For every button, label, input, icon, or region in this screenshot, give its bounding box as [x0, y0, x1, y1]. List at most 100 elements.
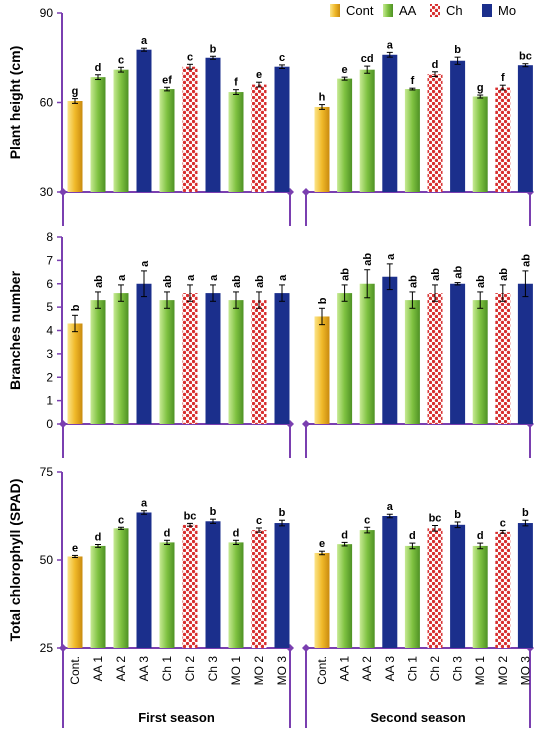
category-label: AA 2	[360, 656, 374, 682]
significance-letter: bc	[429, 513, 442, 525]
significance-letter: e	[342, 64, 348, 76]
significance-letter: c	[256, 515, 262, 527]
legend-label-ch: Ch	[446, 3, 463, 18]
category-label: Ch 3	[451, 656, 465, 682]
significance-letter: a	[277, 274, 289, 281]
category-label: MO 2	[496, 656, 510, 686]
significance-letter: ab	[231, 275, 243, 288]
significance-letter: c	[500, 517, 506, 529]
bar-aa3-season-1	[136, 283, 152, 424]
category-label: MO 3	[518, 656, 532, 686]
significance-letter: a	[139, 260, 151, 267]
bar-mo2-season-1	[251, 84, 267, 192]
bar-aa3-season-2	[382, 516, 398, 648]
legend-label-cont: Cont	[346, 3, 374, 18]
legend-swatch-cont	[330, 4, 340, 17]
significance-letter: ab	[93, 275, 105, 288]
significance-letter: b	[210, 43, 217, 55]
significance-letter: a	[208, 274, 220, 281]
bar-aa2-season-1	[113, 69, 129, 192]
axis-diamond	[59, 420, 67, 428]
significance-letter: a	[385, 253, 397, 260]
category-label: MO 3	[275, 656, 289, 686]
bar-mo3-season-2	[517, 523, 533, 648]
bar-aa2-season-2	[359, 69, 375, 192]
significance-letter: a	[387, 39, 394, 51]
bar-aa1-season-1	[90, 300, 106, 424]
bar-ch1-season-1	[159, 542, 175, 648]
y-tick-label: 60	[40, 96, 54, 110]
category-label: Ch 2	[428, 656, 442, 682]
bar-ch2-season-1	[182, 293, 198, 424]
y-tick-label: 7	[46, 253, 53, 267]
significance-letter: ab	[162, 275, 174, 288]
significance-letter: a	[141, 35, 148, 47]
bar-ch1-season-2	[404, 545, 420, 648]
bar-mo3-season-1	[274, 293, 290, 424]
category-label: AA 3	[383, 656, 397, 682]
y-axis-label: Branches number	[7, 270, 23, 390]
y-axis-label: Plant height (cm)	[7, 46, 23, 160]
category-label: AA 1	[338, 656, 352, 682]
significance-letter: c	[118, 514, 124, 526]
bar-aa3-season-2	[382, 54, 398, 193]
significance-letter: e	[319, 538, 325, 550]
legend: Cont AA Ch Mo	[330, 3, 516, 18]
bar-cont-season-1	[67, 556, 83, 648]
significance-letter: c	[279, 52, 285, 64]
significance-letter: d	[409, 530, 416, 542]
significance-letter: ab	[362, 253, 374, 266]
category-label: AA 3	[137, 656, 151, 682]
bar-mo1-season-1	[228, 92, 244, 192]
bar-mo1-season-2	[472, 96, 488, 192]
y-tick-label: 30	[40, 185, 54, 199]
significance-letter: ab	[520, 254, 532, 267]
bar-aa3-season-1	[136, 512, 152, 648]
bar-cont-season-1	[67, 323, 83, 424]
significance-letter: e	[256, 69, 262, 81]
y-tick-label: 50	[40, 553, 54, 567]
bar-ch2-season-1	[182, 524, 198, 648]
significance-letter: g	[477, 82, 484, 94]
y-tick-label: 4	[46, 324, 53, 338]
panel-1: 30 60 90 Plant height (cm) g d c a ef c b f e c h e cd a f…	[7, 6, 534, 226]
bar-ch1-season-2	[404, 300, 420, 424]
significance-letter: ab	[498, 268, 510, 281]
bar-aa1-season-1	[90, 77, 106, 192]
bar-mo3-season-1	[274, 66, 290, 192]
significance-letter: ef	[162, 74, 172, 86]
category-label: Ch 1	[160, 656, 174, 682]
bar-ch2-season-2	[427, 74, 443, 192]
significance-letter: ab	[340, 268, 352, 281]
significance-letter: b	[454, 44, 461, 56]
bar-ch2-season-2	[427, 293, 443, 424]
significance-letter: ab	[254, 275, 266, 288]
significance-letter: d	[95, 532, 102, 544]
category-label: MO 1	[473, 656, 487, 686]
legend-swatch-ch	[430, 4, 440, 17]
significance-letter: a	[141, 498, 148, 510]
significance-letter: c	[364, 514, 370, 526]
significance-letter: b	[70, 304, 82, 311]
bar-mo2-season-1	[251, 300, 267, 424]
significance-letter: cd	[361, 53, 374, 65]
y-tick-label: 0	[46, 417, 53, 431]
y-tick-label: 75	[40, 465, 54, 479]
significance-letter: bc	[519, 51, 532, 63]
significance-letter: ab	[407, 275, 419, 288]
bar-aa3-season-1	[136, 49, 152, 192]
significance-letter: a	[387, 501, 394, 513]
category-label: AA 2	[114, 656, 128, 682]
category-label: Cont.	[315, 656, 329, 685]
significance-letter: f	[501, 72, 505, 84]
bar-aa2-season-2	[359, 530, 375, 648]
significance-letter: d	[341, 529, 348, 541]
bar-ch3-season-1	[205, 521, 221, 648]
bar-ch3-season-2	[450, 524, 466, 648]
bar-ch2-season-2	[427, 528, 443, 648]
bar-ch1-season-2	[404, 89, 420, 192]
season-label-2: Second season	[370, 710, 465, 725]
axis-diamond	[302, 188, 310, 196]
